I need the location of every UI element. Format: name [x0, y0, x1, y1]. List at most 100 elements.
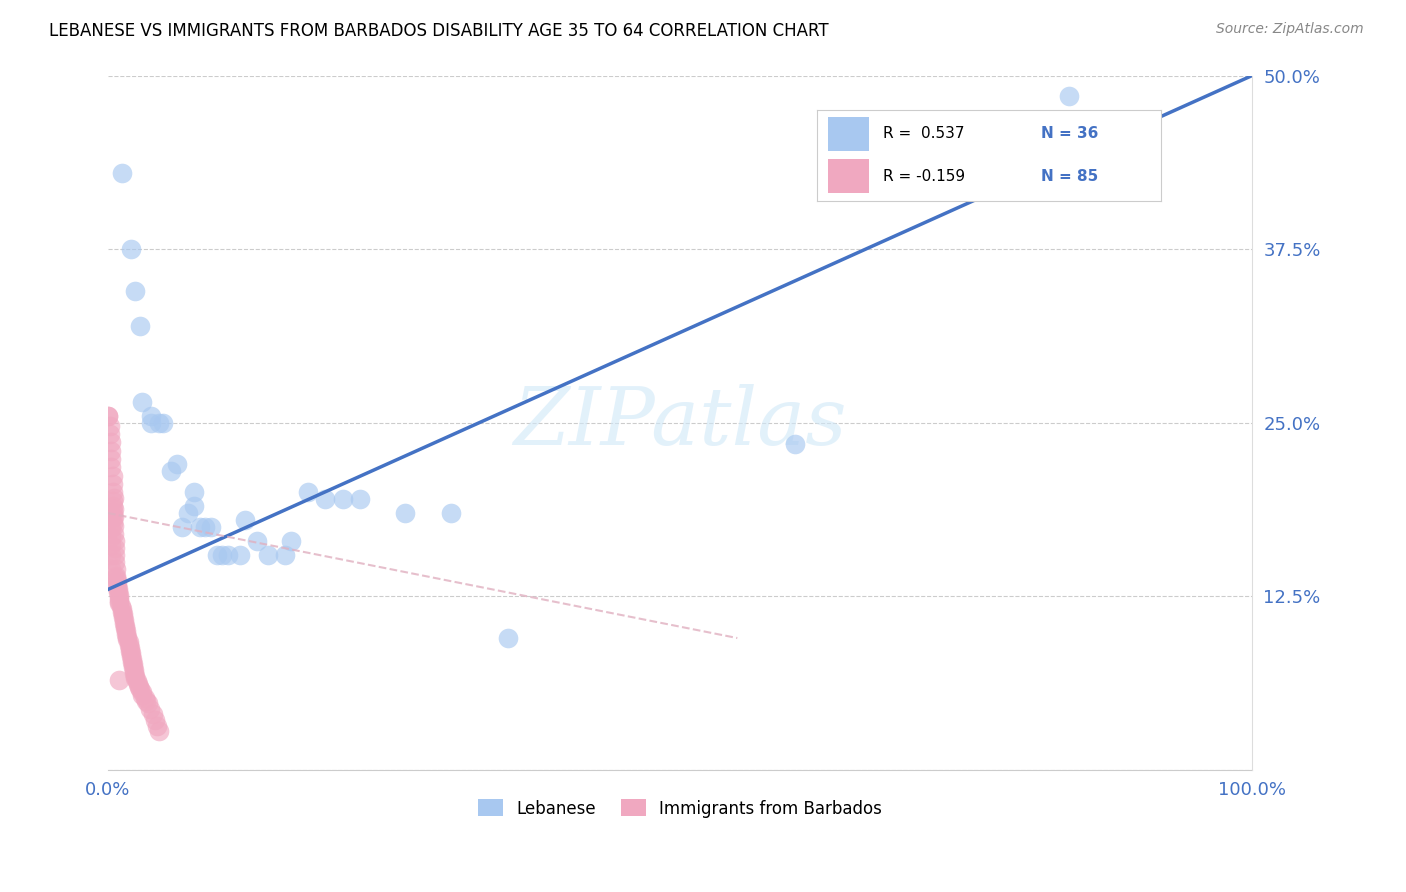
Point — [349, 492, 371, 507]
Point — [104, 533, 127, 548]
Point — [124, 671, 146, 685]
Point — [194, 520, 217, 534]
Point — [111, 602, 134, 616]
Point — [100, 460, 122, 475]
Point — [100, 538, 122, 552]
Point — [103, 518, 125, 533]
Point — [101, 505, 124, 519]
Point — [131, 688, 153, 702]
Point — [139, 702, 162, 716]
Point — [100, 435, 122, 450]
Point — [183, 485, 205, 500]
Point — [117, 630, 139, 644]
Point — [97, 409, 120, 423]
Point — [114, 621, 136, 635]
Point — [280, 533, 302, 548]
Point — [104, 555, 127, 569]
Point — [105, 580, 128, 594]
Point — [100, 443, 122, 458]
Point — [124, 284, 146, 298]
Point — [188, 520, 211, 534]
Point — [111, 607, 134, 622]
Point — [101, 516, 124, 530]
Point — [108, 588, 131, 602]
Point — [105, 574, 128, 588]
Point — [127, 677, 149, 691]
Point — [498, 631, 520, 645]
Point — [101, 499, 124, 513]
Point — [141, 416, 163, 430]
Point — [440, 506, 463, 520]
Point — [122, 660, 145, 674]
Legend: Lebanese, Immigrants from Barbados: Lebanese, Immigrants from Barbados — [471, 793, 889, 824]
Point — [131, 395, 153, 409]
Point — [101, 476, 124, 491]
Point — [129, 682, 152, 697]
Point — [166, 458, 188, 472]
Point — [783, 436, 806, 450]
Point — [101, 493, 124, 508]
Point — [183, 499, 205, 513]
Point — [97, 409, 120, 423]
Point — [100, 451, 122, 466]
Point — [107, 582, 129, 597]
Point — [122, 657, 145, 672]
Point — [124, 665, 146, 680]
Point — [118, 640, 141, 655]
Point — [274, 548, 297, 562]
Point — [114, 618, 136, 632]
Point — [142, 707, 165, 722]
Point — [1057, 89, 1080, 103]
Text: Source: ZipAtlas.com: Source: ZipAtlas.com — [1216, 22, 1364, 37]
Point — [228, 548, 250, 562]
Point — [148, 724, 170, 739]
Point — [100, 530, 122, 544]
Point — [143, 713, 166, 727]
Point — [135, 693, 157, 707]
Point — [128, 680, 150, 694]
Point — [136, 696, 159, 710]
Point — [101, 485, 124, 500]
Point — [121, 652, 143, 666]
Point — [108, 593, 131, 607]
Point — [125, 674, 148, 689]
Point — [121, 655, 143, 669]
Point — [211, 548, 233, 562]
Point — [124, 668, 146, 682]
Point — [98, 418, 121, 433]
Point — [177, 506, 200, 520]
Point — [101, 510, 124, 524]
Point — [152, 416, 174, 430]
Point — [117, 638, 139, 652]
Point — [105, 577, 128, 591]
Point — [120, 649, 142, 664]
Point — [103, 491, 125, 505]
Point — [103, 501, 125, 516]
Point — [104, 548, 127, 562]
Point — [129, 318, 152, 333]
Point — [103, 510, 125, 524]
Point — [246, 533, 269, 548]
Point — [104, 541, 127, 555]
Point — [103, 527, 125, 541]
Point — [112, 613, 135, 627]
Text: LEBANESE VS IMMIGRANTS FROM BARBADOS DISABILITY AGE 35 TO 64 CORRELATION CHART: LEBANESE VS IMMIGRANTS FROM BARBADOS DIS… — [49, 22, 828, 40]
Point — [108, 673, 131, 687]
Point — [200, 520, 222, 534]
Point — [105, 571, 128, 585]
Point — [257, 548, 280, 562]
Text: ZIPatlas: ZIPatlas — [513, 384, 846, 461]
Point — [297, 485, 319, 500]
Point — [148, 416, 170, 430]
Point — [112, 615, 135, 630]
Point — [100, 548, 122, 562]
Point — [172, 520, 194, 534]
Point — [394, 506, 416, 520]
Point — [120, 242, 142, 256]
Point — [101, 468, 124, 483]
Point — [118, 643, 141, 657]
Point — [131, 685, 153, 699]
Point — [111, 166, 134, 180]
Point — [146, 718, 169, 732]
Point — [217, 548, 239, 562]
